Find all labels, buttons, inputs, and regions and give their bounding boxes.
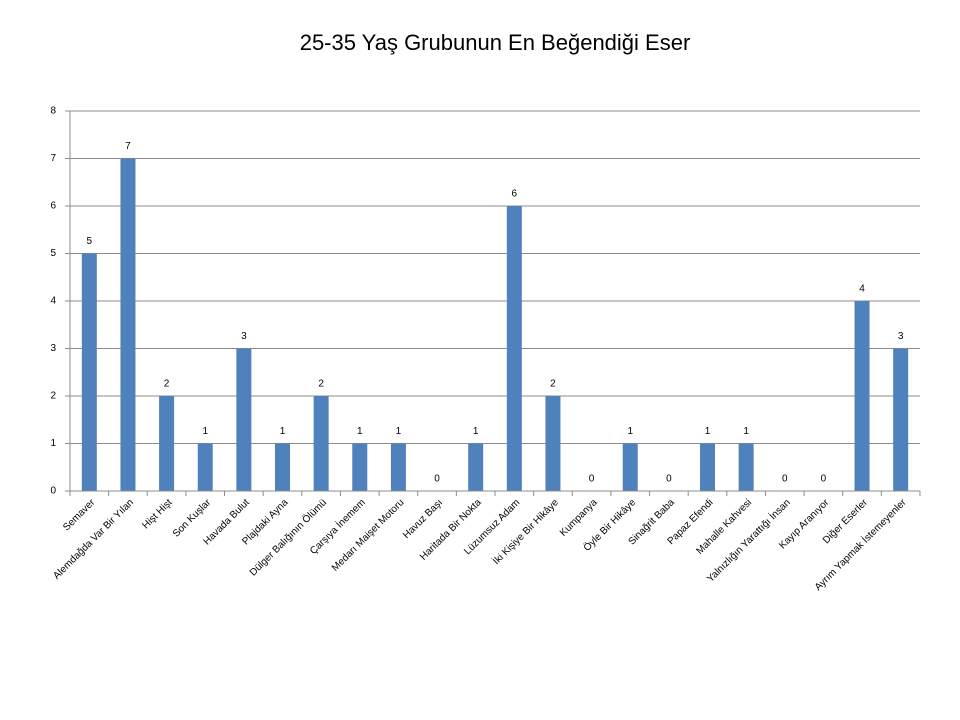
y-tick-label: 8 bbox=[50, 106, 56, 117]
x-tick-label: Medarı Maişet Motoru bbox=[330, 497, 407, 574]
value-label: 1 bbox=[280, 426, 286, 437]
bar bbox=[893, 348, 909, 491]
x-tick-label: Dülger Balığının Ölümü bbox=[247, 497, 329, 579]
value-label: 0 bbox=[782, 474, 788, 485]
bar bbox=[352, 443, 368, 491]
value-label: 1 bbox=[473, 426, 479, 437]
x-tick-label: Kumpanya bbox=[558, 497, 600, 539]
value-label: 2 bbox=[164, 379, 170, 390]
bar bbox=[236, 348, 252, 491]
value-label: 1 bbox=[202, 426, 208, 437]
bar bbox=[545, 396, 561, 491]
bar bbox=[700, 443, 715, 491]
x-tick-label: İki Kişiye Bir Hikâye bbox=[490, 495, 562, 567]
value-label: 3 bbox=[898, 331, 904, 342]
y-tick-label: 6 bbox=[50, 201, 56, 212]
value-label: 2 bbox=[550, 379, 556, 390]
chart-title: 25-35 Yaş Grubunun En Beğendiği Eser bbox=[300, 30, 691, 55]
bar bbox=[506, 206, 522, 491]
value-label: 1 bbox=[705, 426, 711, 437]
bar bbox=[313, 396, 329, 491]
bar bbox=[275, 443, 290, 491]
value-label: 1 bbox=[627, 426, 633, 437]
x-tick-label: Semaver bbox=[61, 497, 98, 534]
value-label: 5 bbox=[87, 236, 93, 247]
value-label: 0 bbox=[666, 474, 672, 485]
bar bbox=[390, 443, 406, 491]
bar bbox=[738, 443, 754, 491]
y-tick-label: 1 bbox=[50, 438, 56, 449]
value-label: 0 bbox=[589, 474, 595, 485]
bar bbox=[81, 253, 97, 491]
y-tick-label: 2 bbox=[50, 391, 56, 402]
value-label: 3 bbox=[241, 331, 247, 342]
value-label: 2 bbox=[318, 379, 324, 390]
y-tick-label: 0 bbox=[50, 486, 56, 497]
x-tick-label: Alemdağda Var Bir Yılan bbox=[51, 497, 136, 582]
bar bbox=[468, 443, 484, 491]
bar bbox=[854, 301, 870, 491]
y-tick-label: 3 bbox=[50, 343, 56, 354]
value-label: 7 bbox=[125, 141, 131, 152]
value-label: 1 bbox=[743, 426, 749, 437]
value-label: 4 bbox=[859, 284, 865, 295]
value-label: 0 bbox=[434, 474, 440, 485]
y-tick-label: 4 bbox=[50, 296, 56, 307]
bar bbox=[120, 158, 136, 491]
bar bbox=[159, 396, 175, 491]
y-tick-label: 7 bbox=[50, 153, 56, 164]
y-tick-label: 5 bbox=[50, 248, 56, 259]
value-label: 6 bbox=[512, 189, 518, 200]
x-tick-label: Hişt Hişt bbox=[140, 497, 174, 531]
value-label: 1 bbox=[357, 426, 363, 437]
value-label: 0 bbox=[821, 474, 827, 485]
bar bbox=[197, 443, 213, 491]
bar bbox=[622, 443, 638, 491]
value-label: 1 bbox=[396, 426, 402, 437]
